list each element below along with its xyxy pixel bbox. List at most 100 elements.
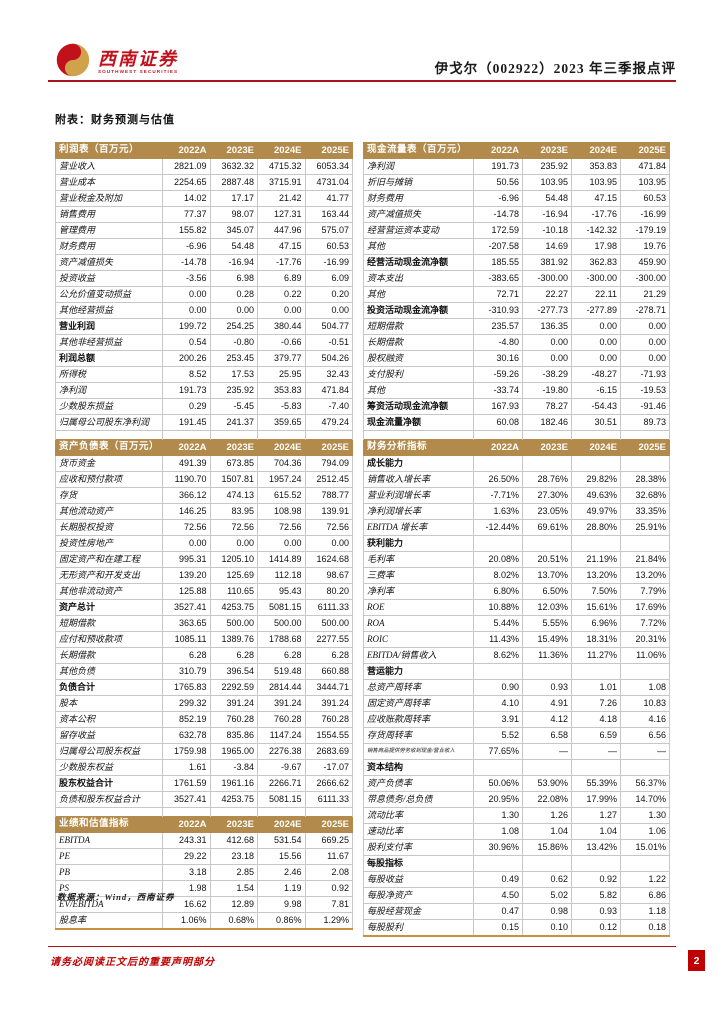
value-cell: 1.01 (571, 679, 621, 696)
table-row: 其他 -207.58 14.69 17.98 19.76 (363, 238, 670, 255)
value-cell (571, 535, 621, 552)
value-cell (473, 535, 523, 552)
value-cell: 185.55 (473, 254, 523, 271)
table-row: PE 29.22 23.18 15.56 11.67 (55, 848, 353, 865)
value-cell: 531.54 (257, 832, 306, 849)
value-cell: 30.96% (473, 839, 523, 856)
value-cell: 0.00 (162, 286, 211, 303)
table-row: 财务费用 -6.96 54.48 47.15 60.53 (363, 190, 670, 207)
row-label: 净利润 (55, 382, 163, 399)
spacer-cell (162, 430, 211, 440)
value-cell: 4.50 (473, 887, 523, 904)
value-cell: 0.00 (304, 302, 353, 319)
value-cell: 3.91 (473, 711, 523, 728)
value-cell: 504.26 (304, 350, 353, 367)
value-cell: 0.29 (162, 398, 211, 415)
spacer-cell (257, 807, 306, 817)
value-cell: 471.84 (620, 158, 670, 175)
value-cell: 5.55% (522, 615, 572, 632)
year-header: 2022A (473, 439, 523, 456)
table-row: 其他流动资产 146.25 83.95 108.98 139.91 (55, 503, 353, 520)
value-cell: -54.43 (571, 398, 621, 415)
value-cell: 0.00 (571, 334, 621, 351)
value-cell: 78.27 (522, 398, 572, 415)
spacer-row (363, 430, 670, 440)
value-cell: 6.96% (571, 615, 621, 632)
value-cell: -14.78 (162, 254, 211, 271)
value-cell: 660.88 (304, 663, 353, 680)
value-cell: 182.46 (522, 414, 572, 431)
table-row: 应付和预收款项 1085.11 1389.76 1788.68 2277.55 (55, 631, 353, 648)
value-cell: 4.16 (620, 711, 670, 728)
value-cell: 136.35 (522, 318, 572, 335)
table-row: 营业利润 199.72 254.25 380.44 504.77 (55, 318, 353, 335)
value-cell: -207.58 (473, 238, 523, 255)
value-cell: 21.42 (257, 190, 306, 207)
row-label: 现金流量净额 (363, 414, 474, 431)
value-cell: 18.31% (571, 631, 621, 648)
value-cell: 16.62 (162, 896, 211, 913)
row-label: 获利能力 (363, 535, 474, 552)
value-cell: 1957.24 (257, 471, 306, 488)
value-cell: 112.18 (257, 567, 306, 584)
value-cell: 200.26 (162, 350, 211, 367)
value-cell: 29.22 (162, 848, 211, 865)
value-cell: 191.73 (162, 382, 211, 399)
row-label: ROE (363, 599, 474, 616)
value-cell: 8.62% (473, 647, 523, 664)
table-row: 资本公积 852.19 760.28 760.28 760.28 (55, 711, 353, 728)
value-cell: 0.86% (257, 912, 306, 930)
value-cell: 1.08 (620, 679, 670, 696)
value-cell: 1.54 (209, 880, 258, 897)
value-cell: 69.61% (522, 519, 572, 536)
value-cell: 253.45 (209, 350, 258, 367)
row-label: EBITDA/销售收入 (363, 647, 474, 664)
table-row: 净利润增长率 1.63% 23.05% 49.97% 33.35% (363, 503, 670, 520)
value-cell: 391.24 (257, 695, 306, 712)
value-cell: 55.39% (571, 775, 621, 792)
header-divider (48, 80, 676, 82)
value-cell: 0.15 (473, 919, 523, 937)
value-cell: 2666.62 (304, 775, 353, 792)
value-cell (522, 535, 572, 552)
value-cell: 1.30 (473, 807, 523, 824)
table-row: 折旧与摊销 50.56 103.95 103.95 103.95 (363, 174, 670, 191)
row-label: 所得税 (55, 366, 163, 383)
value-cell: 0.00 (304, 535, 353, 552)
row-label: 经营营运资本变动 (363, 222, 474, 239)
table-header-row: 财务分析指标 2022A 2023E 2024E 2025E (363, 439, 670, 456)
value-cell: 0.00 (620, 318, 670, 335)
row-label: 存货周转率 (363, 727, 474, 744)
value-cell: -38.29 (522, 366, 572, 383)
year-header: 2023E (209, 142, 258, 159)
year-header: 2025E (620, 142, 670, 159)
table-row: ROIC 11.43% 15.49% 18.31% 20.31% (363, 631, 670, 648)
row-label: 净利润 (363, 158, 474, 175)
row-label: 净利率 (363, 583, 474, 600)
table-header-row: 利润表（百万元） 2022A 2023E 2024E 2025E (55, 142, 353, 159)
table-title: 业绩和估值指标 (55, 816, 163, 833)
value-cell: 0.20 (304, 286, 353, 303)
value-cell: 2254.65 (162, 174, 211, 191)
table-title: 利润表（百万元） (55, 142, 163, 159)
value-cell: 632.78 (162, 727, 211, 744)
table-row: ROE 10.88% 12.03% 15.61% 17.69% (363, 599, 670, 616)
row-label: 速动比率 (363, 823, 474, 840)
value-cell: 235.57 (473, 318, 523, 335)
table-row: 财务费用 -6.96 54.48 47.15 60.53 (55, 238, 353, 255)
row-label: 负债合计 (55, 679, 163, 696)
value-cell: 1.04 (522, 823, 572, 840)
row-label: EBITDA 增长率 (363, 519, 474, 536)
value-cell: 6.58 (522, 727, 572, 744)
value-cell: 0.90 (473, 679, 523, 696)
row-label: 流动比率 (363, 807, 474, 824)
value-cell: 0.10 (522, 919, 572, 937)
value-cell: 14.69 (522, 238, 572, 255)
value-cell: -277.89 (571, 302, 621, 319)
value-cell: 25.91% (620, 519, 670, 536)
value-cell: 412.68 (209, 832, 258, 849)
value-cell: 89.73 (620, 414, 670, 431)
value-cell: 2821.09 (162, 158, 211, 175)
value-cell (620, 855, 670, 872)
value-cell: 0.00 (522, 334, 572, 351)
